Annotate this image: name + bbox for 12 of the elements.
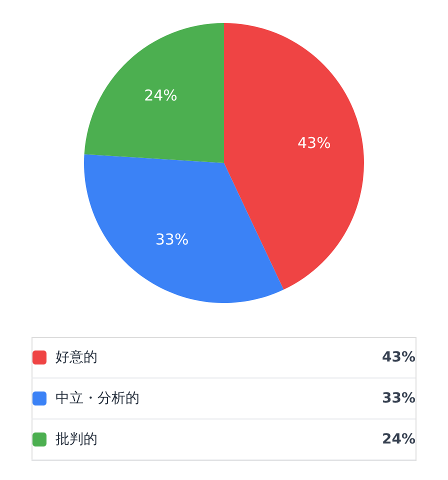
data-label: 43% <box>298 134 331 152</box>
pie-slice <box>84 23 224 163</box>
text: 33% <box>382 390 416 406</box>
pie-slice <box>224 23 364 290</box>
text: 43% <box>382 350 416 366</box>
legend-label: 批判的 <box>56 432 98 448</box>
data-label: 24% <box>144 86 178 105</box>
pie-slice <box>84 154 284 303</box>
text: 24% <box>382 432 416 448</box>
legend-label: 中立・分析的 <box>56 390 140 406</box>
legend-label: 好意的 <box>56 350 98 366</box>
data-label: 33% <box>155 230 189 248</box>
